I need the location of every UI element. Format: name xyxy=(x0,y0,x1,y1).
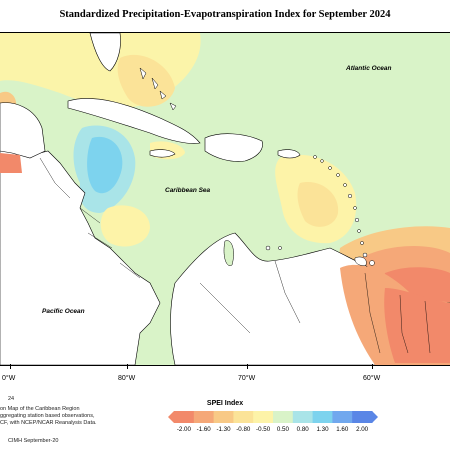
legend-swatch xyxy=(213,411,234,423)
lon-tick-line xyxy=(127,364,128,369)
legend-tick-label: -1.60 xyxy=(196,426,211,433)
map-title: Standardized Precipitation-Evapotranspir… xyxy=(59,9,391,20)
footer-line-3: CF, with NCEP/NCAR Reanalysis Data. xyxy=(0,420,97,426)
lon-label: 70°W xyxy=(238,375,256,382)
puerto-rico-land xyxy=(277,149,301,159)
legend-swatch xyxy=(292,411,314,423)
pacific-ocean-label: Pacific Ocean xyxy=(42,308,85,315)
map-canvas xyxy=(0,33,450,365)
legend-colorbar xyxy=(168,411,378,423)
legend-tick-label: 0.50 xyxy=(276,426,289,433)
caribbean-sea-label: Caribbean Sea xyxy=(165,187,211,194)
footer-line-2: ggregating station based observations, xyxy=(0,413,95,419)
footer-line-1: on Map of the Caribbean Region xyxy=(0,406,80,412)
cuba-land xyxy=(67,98,201,144)
legend-tick-label: 0.80 xyxy=(296,426,309,433)
spei-map: Atlantic Ocean Caribbean Sea Pacific Oce… xyxy=(0,32,450,366)
legend-arrow-right xyxy=(372,411,378,423)
legend-swatch xyxy=(174,411,195,423)
dry-zone-central xyxy=(100,205,150,247)
florida-land xyxy=(89,33,121,72)
legend-tick-label: 1.30 xyxy=(316,426,329,433)
lon-label: 0°W xyxy=(2,375,16,382)
lon-label: 80°W xyxy=(118,375,136,382)
hispaniola-land xyxy=(204,133,263,162)
wet-zone-inner xyxy=(87,136,123,194)
yucatan-land xyxy=(0,102,46,159)
dry-zone-east-inner xyxy=(297,182,339,227)
dry-zone-yucatan xyxy=(0,153,22,173)
jamaica-land xyxy=(149,149,176,158)
lon-tick-line xyxy=(247,364,248,369)
lon-label: 60°W xyxy=(363,375,381,382)
legend-swatch xyxy=(233,411,254,423)
legend-tick-label: -2.00 xyxy=(176,426,191,433)
lon-tick-line xyxy=(10,364,11,369)
lake-maracaibo xyxy=(223,240,234,266)
atlantic-ocean-label: Atlantic Ocean xyxy=(346,65,392,72)
legend-tick-label: -1.30 xyxy=(216,426,231,433)
legend-arrow-left xyxy=(168,411,174,423)
legend-swatch xyxy=(193,411,215,423)
lesser-antilles-land xyxy=(265,155,375,266)
legend-swatch xyxy=(352,411,373,423)
bahamas-land xyxy=(139,67,177,111)
footer-number: 24 xyxy=(8,396,15,402)
legend-tick-label: 2.00 xyxy=(356,426,369,433)
country-borders xyxy=(39,157,431,354)
legend-title: SPEI Index xyxy=(206,400,244,407)
legend-swatch xyxy=(253,411,274,423)
legend-swatch xyxy=(273,411,294,423)
legend-tick-label: -0.50 xyxy=(256,426,271,433)
legend-tick-label: -0.80 xyxy=(236,426,251,433)
lon-tick-line xyxy=(372,364,373,369)
legend-swatch xyxy=(332,411,353,423)
footer-credit: CIMH September-20 xyxy=(8,438,59,444)
legend-swatch xyxy=(312,411,333,423)
legend-tick-label: 1.60 xyxy=(336,426,349,433)
trinidad-land xyxy=(354,256,367,266)
